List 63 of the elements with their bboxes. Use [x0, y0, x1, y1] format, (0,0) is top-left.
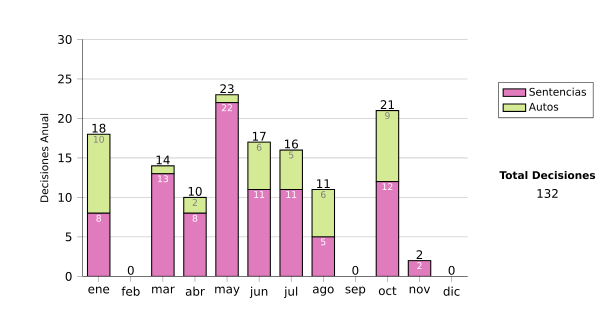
x-tick-label: mar	[152, 286, 175, 294]
bar	[312, 189, 336, 238]
bar	[376, 181, 400, 277]
y-tick-label: 5	[66, 232, 72, 242]
total-label: 23	[220, 84, 234, 94]
data-label: 6	[256, 144, 262, 151]
text: Total Decisiones	[499, 171, 596, 180]
total-label: 18	[92, 124, 106, 133]
x-tick-label: jul	[284, 286, 298, 298]
total-label: 17	[252, 132, 266, 141]
data-label: 10	[94, 136, 104, 143]
total-label: 10	[188, 187, 202, 196]
bar	[247, 189, 271, 277]
y-tick-label: 15	[58, 154, 72, 163]
data-label: 5	[288, 152, 294, 159]
data-label: 13	[158, 176, 168, 182]
bar	[247, 142, 271, 190]
y-tick-label: 0	[66, 272, 72, 282]
y-tick-label: 25	[58, 74, 72, 84]
bar	[279, 150, 303, 190]
x-tick-label: abr	[186, 286, 205, 296]
data-label: 8	[192, 214, 198, 222]
total-label: 0	[128, 266, 134, 275]
bar	[151, 173, 175, 277]
x-tick-label: may	[215, 286, 240, 296]
legend-label: Sentencias	[530, 88, 586, 96]
bar	[183, 212, 207, 277]
data-label: 2	[417, 262, 422, 270]
bar	[215, 102, 239, 277]
x-tick-label: dic	[444, 286, 460, 296]
data-label: 11	[254, 191, 264, 198]
bar	[312, 236, 336, 277]
total-label: 16	[284, 140, 298, 149]
bar	[279, 189, 303, 277]
y-tick-label: 10	[58, 193, 72, 202]
total-label: 11	[317, 180, 330, 188]
total-label: 0	[352, 266, 358, 275]
total-label: 0	[448, 266, 455, 275]
x-tick-label: feb	[122, 286, 140, 296]
total-label: 21	[380, 100, 394, 110]
data-label: 12	[382, 183, 392, 190]
x-tick-label: ago	[312, 286, 334, 296]
y-tick-label: 30	[58, 35, 72, 44]
y-tick-label: 20	[58, 114, 72, 124]
total-label: 14	[156, 156, 170, 164]
data-label: 8	[96, 214, 102, 222]
bar	[376, 110, 400, 182]
text: 132	[538, 189, 558, 198]
x-tick-label: nov	[410, 286, 430, 294]
data-label: 2	[192, 199, 197, 206]
legend-label: Autos	[528, 103, 558, 111]
data-label: 11	[286, 191, 296, 198]
x-tick-label: sep	[346, 286, 366, 296]
x-tick-label: ene	[88, 286, 110, 294]
x-tick-label: jun	[250, 286, 268, 298]
data-label: 9	[385, 112, 390, 120]
y-axis-title: Decisiones Anual	[40, 114, 48, 202]
data-label: 5	[321, 238, 326, 246]
data-label: 6	[320, 191, 326, 198]
bar	[86, 212, 110, 277]
total-label: 2	[416, 250, 422, 260]
data-label: 22	[222, 104, 232, 112]
x-tick-label: oct	[378, 286, 396, 296]
